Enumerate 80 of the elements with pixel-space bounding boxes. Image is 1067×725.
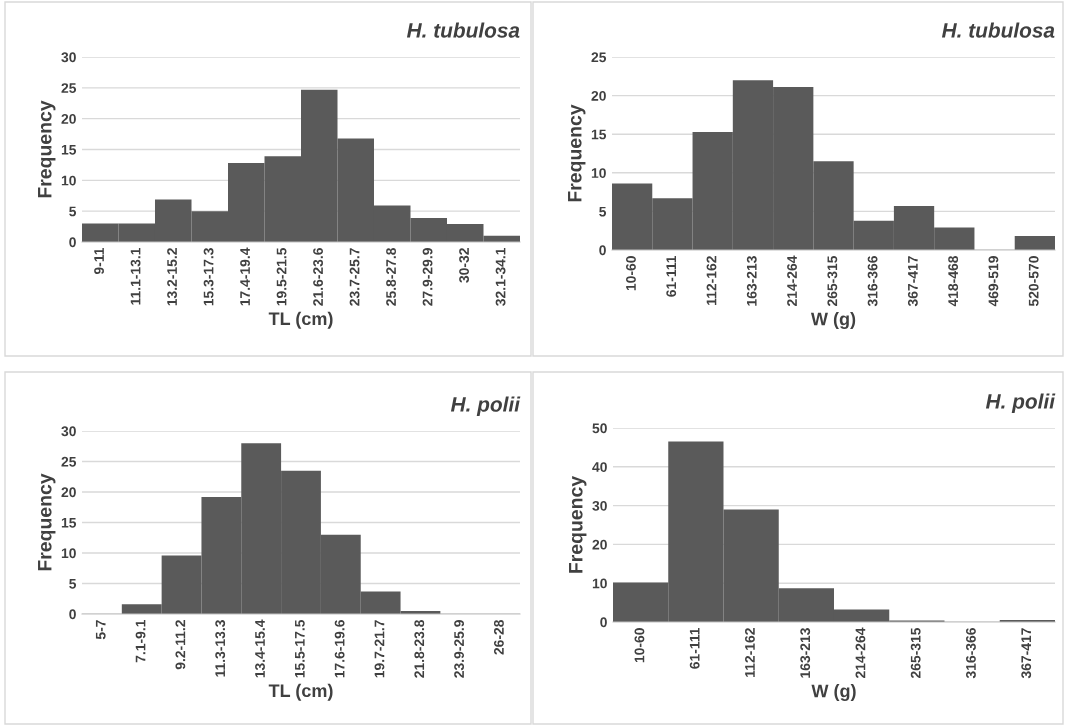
chart-title: H. tubulosa bbox=[941, 22, 1055, 38]
y-tick-label: 25 bbox=[61, 83, 77, 93]
y-tick-label: 5 bbox=[69, 578, 77, 589]
x-axis-title: TL (cm) bbox=[268, 311, 333, 329]
x-tick-label: 316-366 bbox=[966, 628, 976, 679]
x-tick-label: 19.5-21.5 bbox=[276, 247, 287, 306]
x-tick-label: 15.5-17.5 bbox=[295, 619, 305, 678]
x-tick-label: 23.9-25.9 bbox=[454, 620, 465, 678]
x-tick-label: 17.4-19.4 bbox=[240, 247, 250, 306]
x-tick-label: 265-315 bbox=[910, 627, 921, 679]
chart-title: H. polii bbox=[985, 393, 1056, 413]
x-tick-label: 214-264 bbox=[855, 627, 866, 679]
y-tick-label: 40 bbox=[592, 462, 607, 472]
y-tick-label: 25 bbox=[61, 456, 77, 467]
x-tick-label: 163-213 bbox=[746, 256, 757, 306]
y-tick-label: 0 bbox=[69, 609, 76, 620]
y-tick-label: 30 bbox=[61, 52, 76, 63]
x-tick-label: 316-366 bbox=[867, 256, 878, 307]
x-tick-label: 32.1-34.1 bbox=[495, 247, 506, 306]
y-tick-label: 20 bbox=[61, 114, 76, 124]
x-tick-label: 17.6-19.6 bbox=[334, 620, 345, 678]
y-tick-label: 5 bbox=[599, 206, 607, 217]
x-tick-label: 30-32 bbox=[459, 248, 469, 283]
x-tick-label: 21.6-23.6 bbox=[313, 248, 323, 306]
x-tick-label: 19.7-21.7 bbox=[374, 620, 385, 678]
y-tick-label: 0 bbox=[69, 237, 76, 248]
y-tick-label: 10 bbox=[591, 168, 606, 178]
chart-title: H. tubulosa bbox=[406, 22, 520, 38]
x-tick-label: 163-213 bbox=[800, 628, 811, 678]
y-tick-label: 5 bbox=[69, 206, 77, 217]
x-tick-label: 23.7-25.7 bbox=[349, 248, 360, 306]
x-tick-label: 25.8-27.8 bbox=[386, 247, 396, 306]
y-axis-title: Frequency bbox=[38, 100, 56, 198]
x-tick-label: 10-60 bbox=[634, 628, 645, 663]
y-tick-label: 15 bbox=[61, 517, 77, 528]
y-tick-label: 10 bbox=[61, 548, 76, 559]
x-tick-label: 265-315 bbox=[827, 255, 838, 307]
x-tick-label: 9-11 bbox=[94, 247, 104, 275]
y-axis-title: Frequency bbox=[568, 104, 586, 202]
x-tick-label: 13.4-15.4 bbox=[255, 619, 265, 678]
y-tick-label: 50 bbox=[592, 423, 607, 434]
x-tick-label: 15.3-17.3 bbox=[203, 248, 214, 306]
x-tick-label: 5-7 bbox=[95, 620, 106, 640]
y-tick-label: 20 bbox=[61, 487, 76, 498]
x-tick-label: 112-162 bbox=[745, 628, 755, 677]
y-tick-label: 30 bbox=[61, 426, 76, 437]
x-tick-label: 9.2-11.2 bbox=[175, 620, 186, 670]
x-tick-label: 367-417 bbox=[1021, 628, 1032, 679]
y-tick-label: 0 bbox=[600, 617, 607, 628]
x-axis-title: W (g) bbox=[811, 684, 856, 701]
x-axis-title: TL (cm) bbox=[268, 683, 333, 701]
y-tick-label: 10 bbox=[592, 578, 607, 589]
x-tick-label: 21.8-23.8 bbox=[414, 619, 425, 678]
y-tick-label: 15 bbox=[591, 129, 607, 140]
x-tick-label: 61-111 bbox=[666, 255, 677, 297]
x-tick-label: 7.1-9.1 bbox=[135, 619, 146, 663]
x-tick-label: 418-468 bbox=[948, 255, 959, 307]
x-tick-label: 11.3-13.3 bbox=[215, 620, 226, 677]
x-tick-label: 469-519 bbox=[988, 256, 999, 307]
x-tick-label: 11.1-13.1 bbox=[130, 247, 141, 305]
x-tick-label: 13.2-15.2 bbox=[167, 248, 177, 306]
y-tick-label: 15 bbox=[61, 144, 77, 155]
y-axis-title: Frequency bbox=[569, 475, 587, 573]
y-tick-label: 0 bbox=[599, 245, 606, 256]
y-tick-label: 30 bbox=[592, 500, 607, 511]
x-tick-label: 26-28 bbox=[493, 619, 504, 655]
x-tick-label: 27.9-29.9 bbox=[422, 248, 433, 306]
y-tick-label: 20 bbox=[592, 539, 607, 550]
y-tick-label: 20 bbox=[591, 90, 606, 101]
x-tick-label: 367-417 bbox=[907, 256, 918, 307]
x-tick-label: 10-60 bbox=[626, 256, 636, 291]
x-tick-label: 214-264 bbox=[787, 255, 797, 307]
y-axis-title: Frequency bbox=[38, 473, 56, 571]
y-tick-label: 25 bbox=[591, 52, 607, 63]
y-tick-label: 10 bbox=[61, 175, 76, 186]
chart-title: H. polii bbox=[450, 396, 521, 416]
x-tick-label: 61-111 bbox=[689, 627, 700, 669]
x-tick-label: 520-570 bbox=[1028, 256, 1039, 307]
x-tick-label: 112-162 bbox=[706, 256, 717, 305]
x-axis-title: W (g) bbox=[810, 312, 856, 329]
